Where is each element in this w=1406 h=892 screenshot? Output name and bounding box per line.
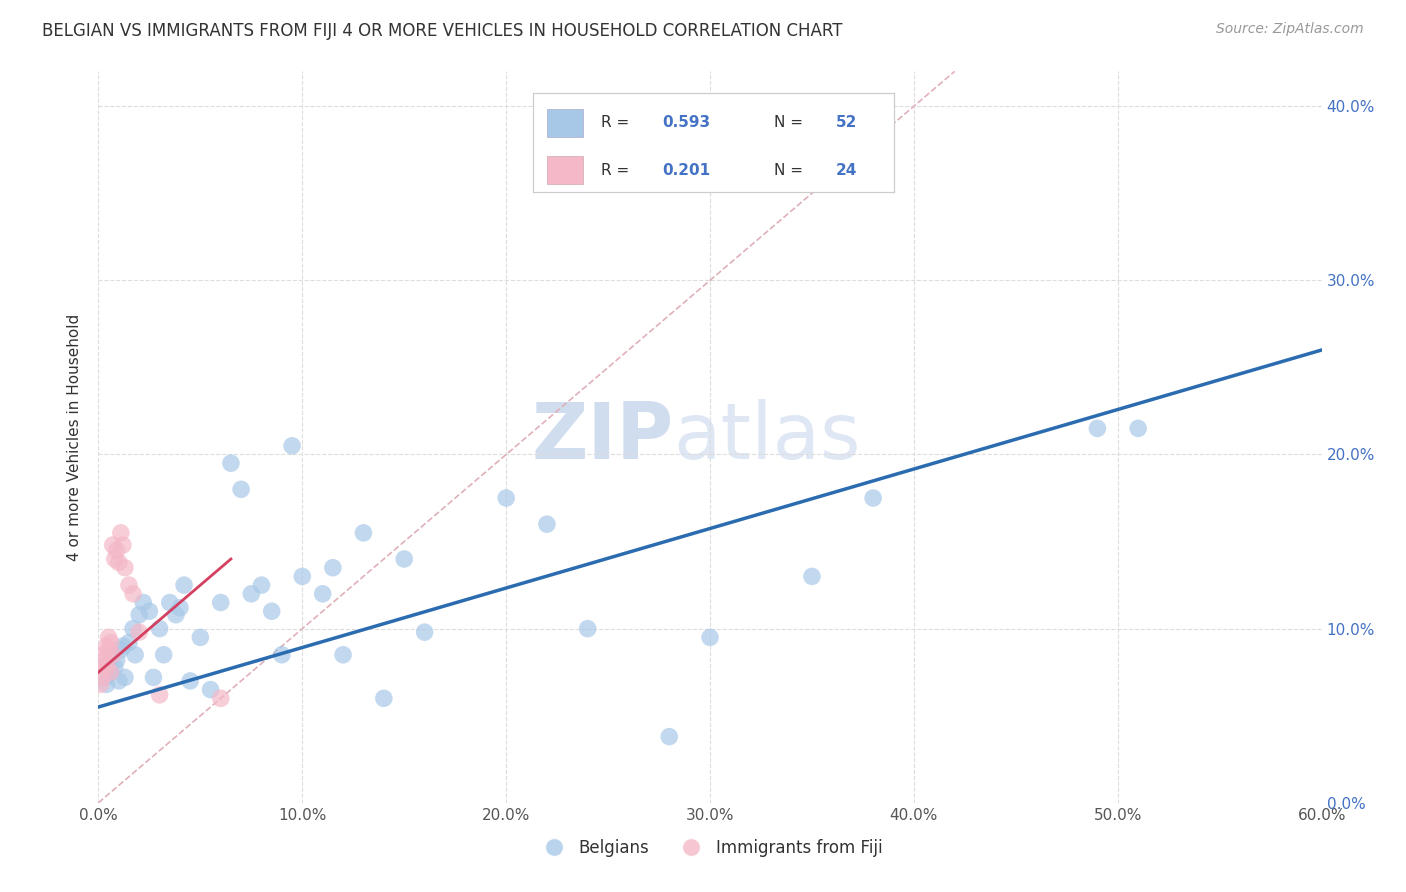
Point	[100, 665, 122, 680]
Point	[240, 587, 263, 601]
Text: ZIP: ZIP	[531, 399, 673, 475]
Point	[392, 552, 416, 566]
Point	[801, 569, 824, 583]
Point	[165, 607, 187, 622]
Point	[169, 600, 191, 615]
Point	[373, 691, 395, 706]
Point	[231, 483, 253, 497]
Point	[91, 660, 114, 674]
Point	[122, 587, 145, 601]
Point	[89, 677, 111, 691]
Point	[96, 660, 118, 674]
Point	[413, 625, 436, 640]
Point	[111, 538, 134, 552]
Point	[699, 631, 721, 645]
Point	[132, 595, 155, 609]
Point	[108, 673, 131, 688]
Point	[97, 657, 120, 671]
Point	[862, 491, 884, 505]
Point	[93, 648, 115, 662]
Point	[114, 670, 136, 684]
Point	[1085, 421, 1108, 435]
Point	[101, 538, 124, 552]
Point	[270, 648, 294, 662]
Point	[101, 648, 124, 662]
Point	[149, 688, 172, 702]
Point	[138, 604, 160, 618]
Point	[100, 665, 122, 680]
Point	[322, 560, 344, 574]
Point	[312, 587, 335, 601]
Point	[101, 648, 124, 662]
Point	[209, 595, 232, 609]
Point	[260, 604, 283, 618]
Point	[332, 648, 354, 662]
Point	[536, 517, 558, 532]
Point	[97, 642, 120, 657]
Point	[128, 607, 150, 622]
Point	[105, 653, 128, 667]
Point	[93, 670, 115, 684]
Point	[96, 639, 118, 653]
Point	[495, 491, 517, 505]
Point	[118, 635, 141, 649]
Point	[97, 631, 120, 645]
Point	[110, 642, 132, 657]
Point	[1128, 421, 1150, 435]
Point	[96, 677, 118, 691]
Point	[159, 595, 181, 609]
Point	[91, 670, 114, 684]
Point	[219, 456, 242, 470]
Point	[576, 622, 599, 636]
Point	[124, 648, 146, 662]
Point	[122, 622, 145, 636]
Point	[100, 635, 122, 649]
Point	[104, 660, 127, 674]
Text: atlas: atlas	[673, 399, 860, 475]
Point	[114, 560, 136, 574]
Point	[188, 631, 212, 645]
Point	[118, 578, 141, 592]
Legend: Belgians, Immigrants from Fiji: Belgians, Immigrants from Fiji	[530, 832, 890, 864]
Point	[250, 578, 273, 592]
Point	[149, 622, 172, 636]
Point	[111, 639, 134, 653]
Point	[128, 625, 150, 640]
Point	[209, 691, 232, 706]
Point	[352, 525, 374, 540]
Point	[152, 648, 174, 662]
Point	[179, 673, 201, 688]
Text: Source: ZipAtlas.com: Source: ZipAtlas.com	[1216, 22, 1364, 37]
Point	[281, 439, 304, 453]
Point	[105, 543, 128, 558]
Point	[200, 682, 222, 697]
Point	[110, 525, 132, 540]
Point	[142, 670, 165, 684]
Y-axis label: 4 or more Vehicles in Household: 4 or more Vehicles in Household	[67, 313, 83, 561]
Point	[108, 556, 131, 570]
Point	[104, 552, 127, 566]
Text: BELGIAN VS IMMIGRANTS FROM FIJI 4 OR MORE VEHICLES IN HOUSEHOLD CORRELATION CHAR: BELGIAN VS IMMIGRANTS FROM FIJI 4 OR MOR…	[42, 22, 842, 40]
Point	[173, 578, 195, 592]
Point	[658, 730, 681, 744]
Point	[93, 653, 115, 667]
Point	[291, 569, 314, 583]
